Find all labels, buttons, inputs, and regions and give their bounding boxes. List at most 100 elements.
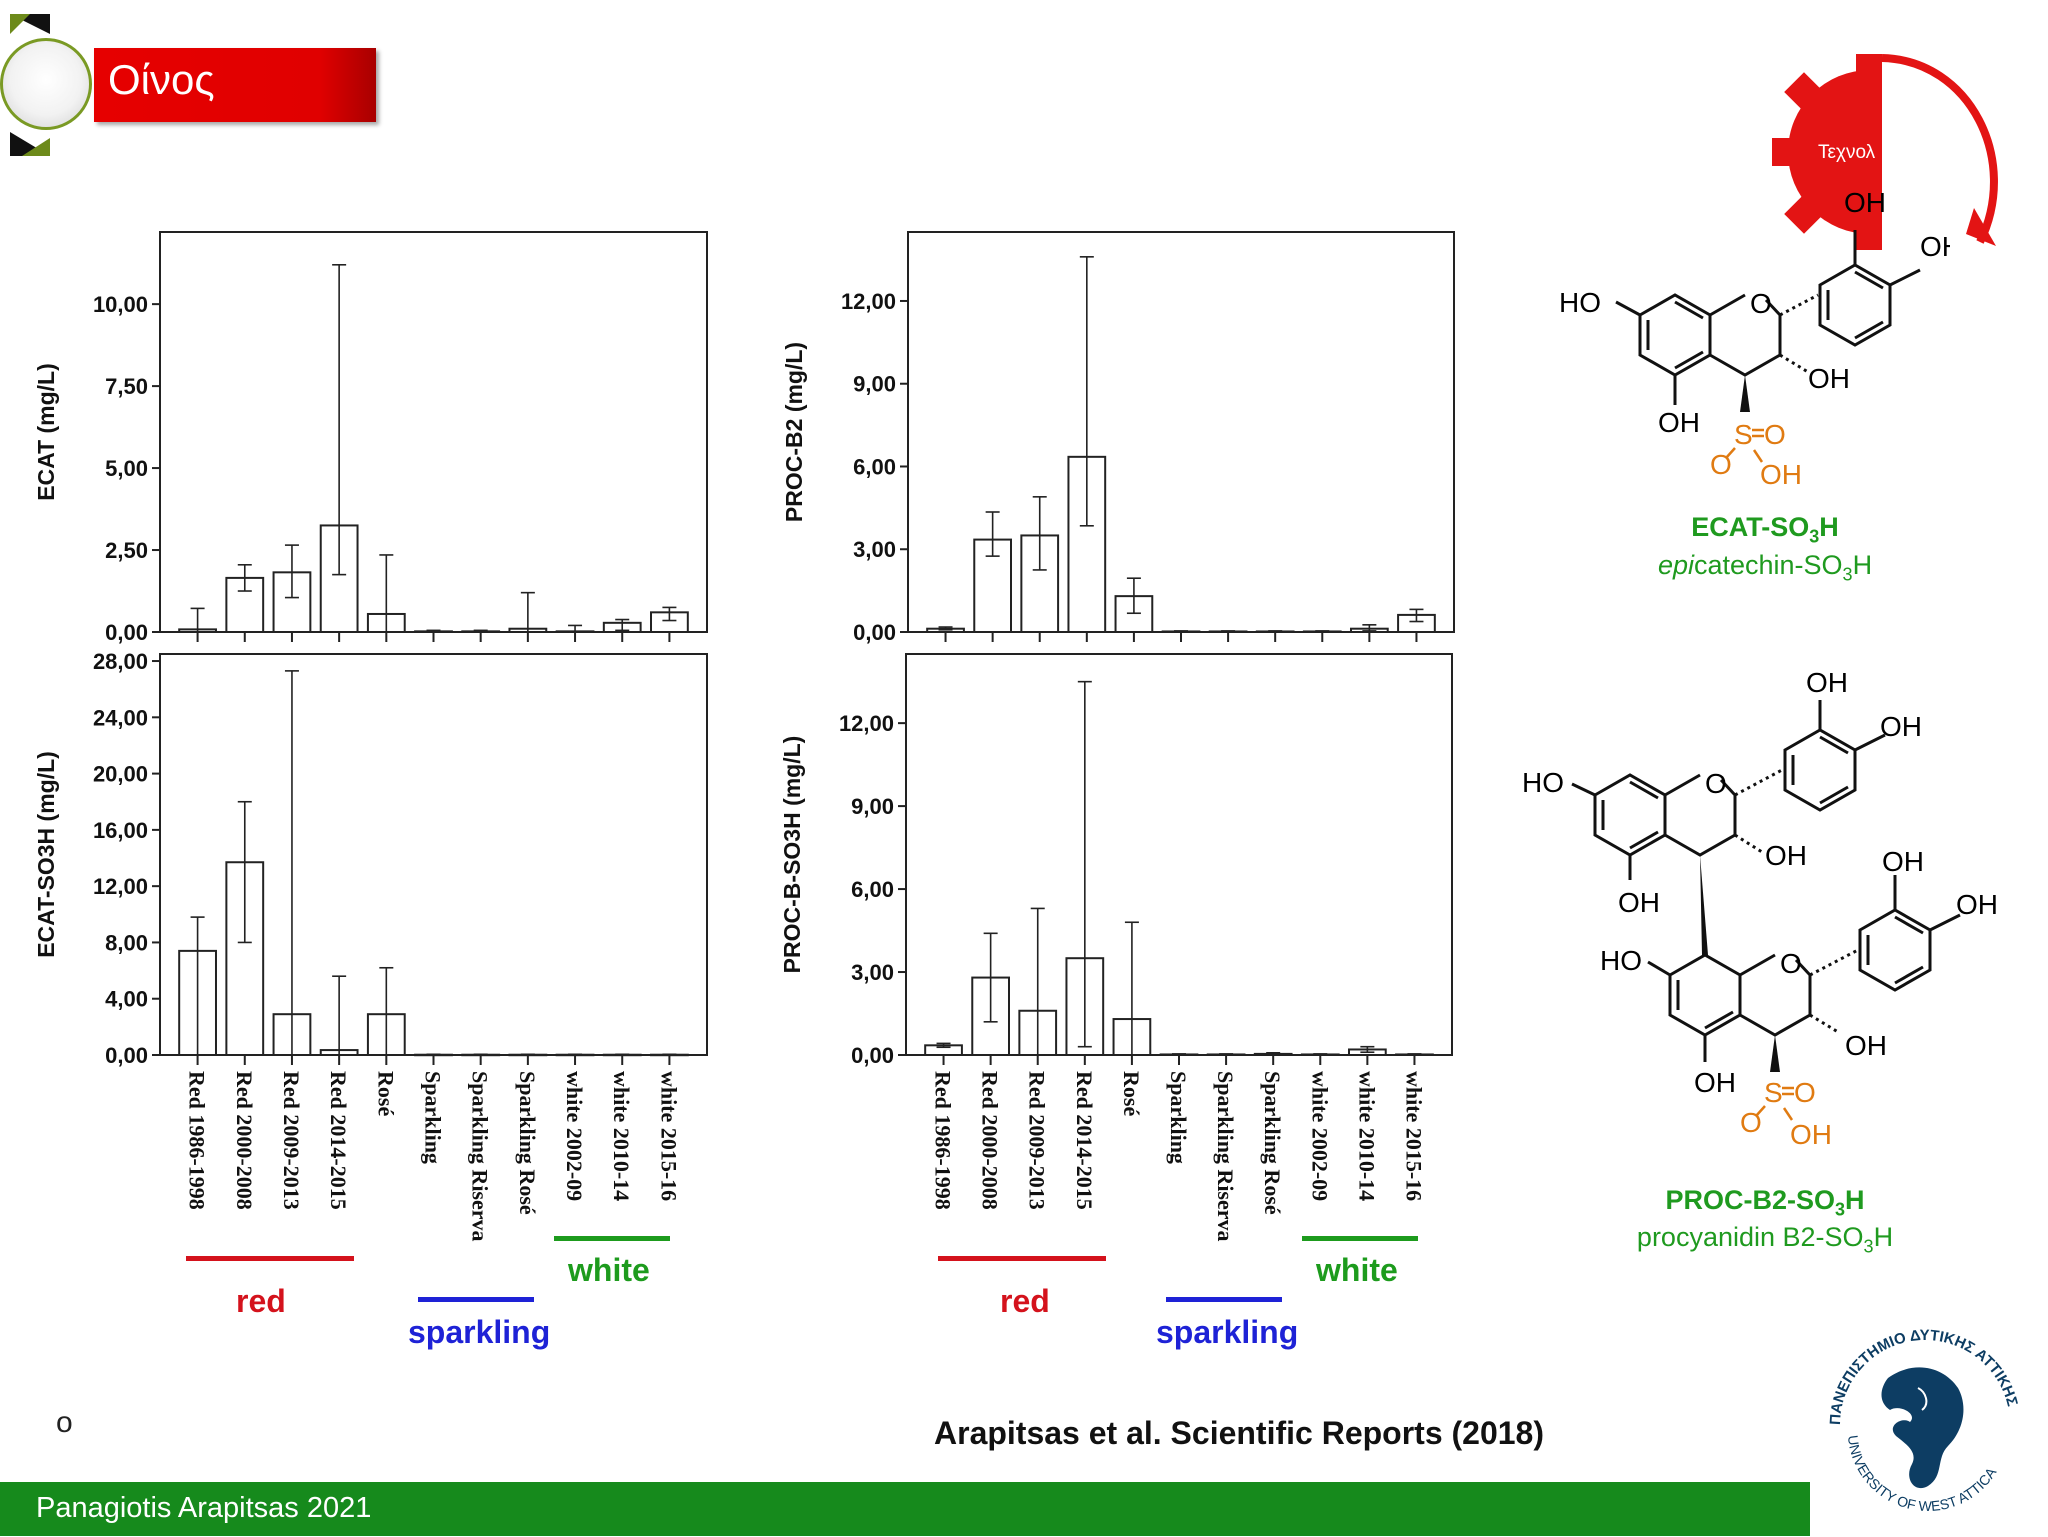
proc-b2-ylabel: PROC-B2 (mg/L): [781, 342, 807, 522]
proc-b2-so3h-structure: O O HO HO OH OH OH OH OH OH OH OH S O O …: [1510, 660, 2030, 1160]
proc-b-so3h-ytick-label: 0,00: [851, 1043, 894, 1068]
proc-sulfur-atom: S: [1764, 1077, 1783, 1108]
university-logo: ΠΑΝΕΠΙΣΤΗΜΙΟ ΔΥΤΙΚΗΣ ΑΤΤΙΚΗΣ UNIVERSITY …: [1818, 1318, 2032, 1532]
proc-ho-atom-2: HO: [1600, 945, 1642, 976]
white-group-line-right: [1302, 1236, 1418, 1241]
sparkling-group-label-right: sparkling: [1156, 1314, 1299, 1350]
proc-ho-atom-1: HO: [1522, 767, 1564, 798]
ecat-sulfonyl-o-1: O: [1764, 419, 1786, 450]
red-group-line-right: [938, 1256, 1106, 1261]
proc-oh-atom-4: OH: [1880, 711, 1922, 742]
white-group-label-left: white: [568, 1252, 650, 1288]
proc-b-so3h-ytick-label: 9,00: [851, 794, 894, 819]
ecat-so3h-ytick-label: 0,00: [105, 1043, 148, 1068]
ecat-oh-atom-1: OH: [1658, 407, 1700, 438]
ecat-sulfonyl-oh: OH: [1760, 459, 1802, 490]
ecat-full-name: epicatechin-SO3H: [1657, 550, 1873, 585]
ecat-ytick-label: 0,00: [105, 620, 148, 645]
ecat-so3h-ytick-label: 20,00: [93, 762, 148, 787]
proc-b-so3h-category-label: Red 2009-2013: [1025, 1071, 1050, 1210]
ecat-so3h-ytick-label: 8,00: [105, 930, 148, 955]
ecat-ytick-label: 7,50: [105, 374, 148, 399]
white-group-label-right: white: [1316, 1252, 1398, 1288]
proc-b2-ytick-label: 0,00: [853, 620, 896, 645]
ecat-so3h-ytick-label: 24,00: [93, 705, 148, 730]
ecat-so3h-structure: O HO OH OH OH OH S O O OH: [1550, 180, 1962, 500]
ecat-plot-frame: [159, 231, 708, 633]
citation: Arapitsas et al. Scientific Reports (201…: [934, 1415, 1544, 1451]
footer-author: Panagiotis Arapitsas 2021: [36, 1492, 372, 1524]
proc-b2-ytick-label: 12,00: [841, 289, 896, 314]
proc-sulfonyl-o-1: O: [1794, 1077, 1816, 1108]
ecat-oh-atom-4: OH: [1920, 231, 1950, 262]
corner-decoration: [0, 10, 100, 160]
ecat-o-atom: O: [1750, 288, 1772, 319]
proc-oh-atom-3: OH: [1806, 667, 1848, 698]
red-group-label-left: red: [236, 1283, 286, 1319]
ecat-so3h-category-label: Sparkling: [421, 1071, 446, 1164]
ecat-so3h-category-label: Sparkling Riserva: [468, 1071, 493, 1242]
ecat-so3h-ylabel: ECAT-SO3H (mg/L): [33, 751, 59, 958]
ecat-ytick-label: 10,00: [93, 292, 148, 317]
ecat-so3h-ytick-label: 12,00: [93, 874, 148, 899]
ecat-oh-atom-2: OH: [1808, 363, 1850, 394]
proc-b-so3h-ytick-label: 3,00: [851, 960, 894, 985]
white-group-line-left: [554, 1236, 670, 1241]
ecat-so3h-category-label: Red 1986-1998: [185, 1071, 210, 1210]
proc-b-so3h-category-label: Sparkling Riserva: [1213, 1071, 1238, 1242]
ecat-so3h-category-label: Red 2009-2013: [279, 1071, 304, 1210]
ecat-so3h-ytick-label: 28,00: [93, 649, 148, 674]
ecat-oh-atom-3: OH: [1844, 187, 1886, 218]
ecat-so3h-category-label: Red 2000-2008: [232, 1071, 257, 1210]
proc-b2-ytick-label: 6,00: [853, 454, 896, 479]
proc-b-so3h-category-label: Red 2000-2008: [978, 1071, 1003, 1210]
slide-title: Οίνος: [108, 56, 215, 103]
gear-label: Τεχνολ: [1818, 142, 1876, 163]
ecat-so3h-category-label: white 2015-16: [656, 1071, 681, 1201]
sparkling-group-line-right: [1166, 1297, 1282, 1302]
proc-o-atom-2: O: [1780, 948, 1802, 979]
proc-oh-atom-8: OH: [1694, 1067, 1736, 1098]
title-circle-icon: [0, 38, 92, 130]
proc-b-so3h-category-label: white 2015-16: [1401, 1071, 1426, 1201]
ecat-so3h-category-label: Sparkling Rosé: [515, 1071, 540, 1215]
red-group-label-right: red: [1000, 1283, 1050, 1319]
ecat-sulfur-atom: S: [1734, 419, 1753, 450]
proc-b2-ytick-label: 3,00: [853, 537, 896, 562]
proc-oh-atom-6: OH: [1956, 889, 1998, 920]
footer-bar: Panagiotis Arapitsas 2021: [0, 1482, 1810, 1536]
proc-bold-name: PROC-B2-SO3H: [1665, 1185, 1865, 1220]
proc-oh-atom-7: OH: [1845, 1030, 1887, 1061]
ecat-so3h-category-label: Red 2014-2015: [326, 1071, 351, 1210]
proc-oh-atom-5: OH: [1882, 846, 1924, 877]
ecat-so3h-category-label: white 2010-14: [609, 1071, 634, 1201]
ecat-bold-name: ECAT-SO3H: [1691, 512, 1839, 547]
proc-oh-atom-1: OH: [1618, 887, 1660, 918]
proc-b-so3h-ytick-label: 6,00: [851, 877, 894, 902]
proc-b-so3h-ytick-label: 12,00: [839, 711, 894, 736]
ecat-ho-atom: HO: [1559, 287, 1601, 318]
proc-b-so3h-category-label: Red 2014-2015: [1072, 1071, 1097, 1210]
proc-b-so3h-category-label: Rosé: [1119, 1071, 1144, 1116]
proc-b-so3h-category-label: Red 1986-1998: [931, 1071, 956, 1210]
proc-b-so3h-category-label: white 2002-09: [1307, 1071, 1332, 1201]
empty-bullet: o: [56, 1406, 73, 1439]
proc-b-so3h-ylabel: PROC-B-SO3H (mg/L): [779, 736, 805, 974]
ecat-so3h-category-label: Rosé: [373, 1071, 398, 1116]
sparkling-group-line-left: [418, 1297, 534, 1302]
proc-sulfonyl-oh: OH: [1790, 1119, 1832, 1150]
gear-icon: Τεχνολ: [1770, 40, 2040, 250]
proc-b-so3h-category-label: Sparkling Rosé: [1260, 1071, 1285, 1215]
proc-b-so3h-category-label: Sparkling: [1166, 1071, 1191, 1164]
proc-o-atom-1: O: [1705, 768, 1727, 799]
ecat-ylabel: ECAT (mg/L): [33, 363, 59, 501]
ecat-so3h-ytick-label: 4,00: [105, 987, 148, 1012]
ecat-so3h-ytick-label: 16,00: [93, 818, 148, 843]
sparkling-group-label-left: sparkling: [408, 1314, 551, 1350]
slide-title-box: Οίνος: [94, 48, 376, 122]
proc-oh-atom-2: OH: [1765, 840, 1807, 871]
ecat-so3h-category-label: white 2002-09: [562, 1071, 587, 1201]
red-group-line-left: [186, 1256, 354, 1261]
proc-b-so3h-category-label: white 2010-14: [1354, 1071, 1379, 1201]
